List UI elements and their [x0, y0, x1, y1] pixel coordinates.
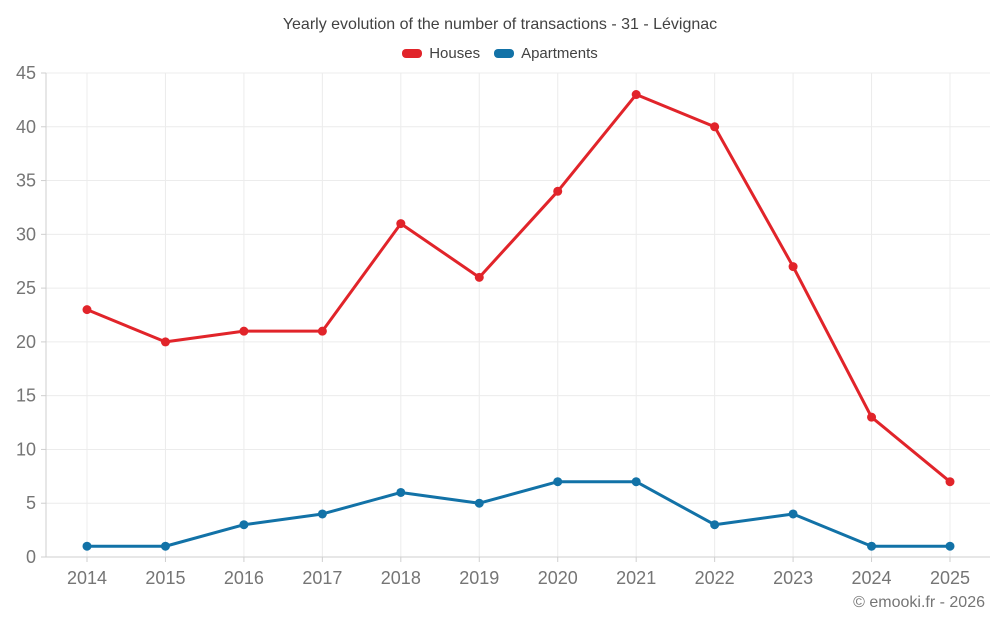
- y-axis-tick-label: 35: [16, 171, 36, 191]
- x-axis-tick-label: 2018: [381, 568, 421, 588]
- data-point-apartments-2015[interactable]: [160, 541, 170, 551]
- data-point-houses-2024[interactable]: [867, 412, 877, 422]
- legend-item-houses[interactable]: Houses: [402, 45, 480, 62]
- data-point-houses-2018[interactable]: [396, 219, 406, 229]
- data-point-houses-2016[interactable]: [239, 326, 249, 336]
- data-point-houses-2021[interactable]: [631, 90, 641, 100]
- x-axis-tick-label: 2021: [616, 568, 656, 588]
- houses-series-swatch-icon: [402, 49, 423, 58]
- data-point-apartments-2024[interactable]: [867, 541, 877, 551]
- data-point-apartments-2016[interactable]: [239, 520, 249, 530]
- y-axis-tick-label: 15: [16, 386, 36, 406]
- data-point-apartments-2017[interactable]: [317, 509, 327, 519]
- y-axis-tick-label: 0: [26, 547, 36, 567]
- y-axis-tick-label: 30: [16, 224, 36, 244]
- data-point-apartments-2014[interactable]: [82, 541, 92, 551]
- x-axis-tick-label: 2019: [459, 568, 499, 588]
- x-axis-tick-label: 2025: [930, 568, 970, 588]
- y-axis-tick-label: 40: [16, 117, 36, 137]
- x-axis-tick-label: 2017: [302, 568, 342, 588]
- data-point-apartments-2022[interactable]: [710, 520, 720, 530]
- data-point-houses-2023[interactable]: [788, 262, 798, 272]
- data-point-apartments-2019[interactable]: [474, 498, 484, 508]
- y-axis-tick-label: 20: [16, 332, 36, 352]
- data-point-apartments-2025[interactable]: [945, 541, 955, 551]
- legend-label-apartments: Apartments: [521, 45, 598, 62]
- x-axis-tick-label: 2022: [695, 568, 735, 588]
- x-axis-tick-label: 2023: [773, 568, 813, 588]
- data-point-apartments-2023[interactable]: [788, 509, 798, 519]
- data-point-apartments-2018[interactable]: [396, 487, 406, 497]
- apartments-series-swatch-icon: [494, 49, 515, 58]
- x-axis-tick-label: 2020: [538, 568, 578, 588]
- x-axis-tick-label: 2024: [852, 568, 892, 588]
- data-point-apartments-2021[interactable]: [631, 477, 641, 487]
- x-axis-tick-label: 2014: [67, 568, 107, 588]
- data-point-houses-2019[interactable]: [474, 272, 484, 282]
- data-point-houses-2022[interactable]: [710, 122, 720, 132]
- y-axis-tick-label: 25: [16, 278, 36, 298]
- y-axis-tick-label: 45: [16, 63, 36, 83]
- chart-title: Yearly evolution of the number of transa…: [282, 16, 718, 33]
- data-point-houses-2015[interactable]: [160, 337, 170, 347]
- x-axis-tick-label: 2016: [224, 568, 264, 588]
- y-axis-tick-label: 10: [16, 439, 36, 459]
- y-axis-tick-label: 5: [26, 493, 36, 513]
- series-line-apartments: [85, 480, 952, 548]
- data-point-houses-2017[interactable]: [317, 326, 327, 336]
- data-point-houses-2020[interactable]: [553, 186, 563, 196]
- data-point-houses-2025[interactable]: [945, 477, 955, 487]
- legend: Houses Apartments: [0, 45, 1000, 62]
- data-point-houses-2014[interactable]: [82, 305, 92, 315]
- series-line-houses: [85, 93, 952, 484]
- legend-label-houses: Houses: [429, 45, 481, 62]
- data-point-apartments-2020[interactable]: [553, 477, 563, 487]
- attribution-link[interactable]: © emooki.fr - 2026: [853, 594, 985, 611]
- x-axis-tick-label: 2015: [145, 568, 185, 588]
- legend-item-apartments[interactable]: Apartments: [494, 45, 598, 62]
